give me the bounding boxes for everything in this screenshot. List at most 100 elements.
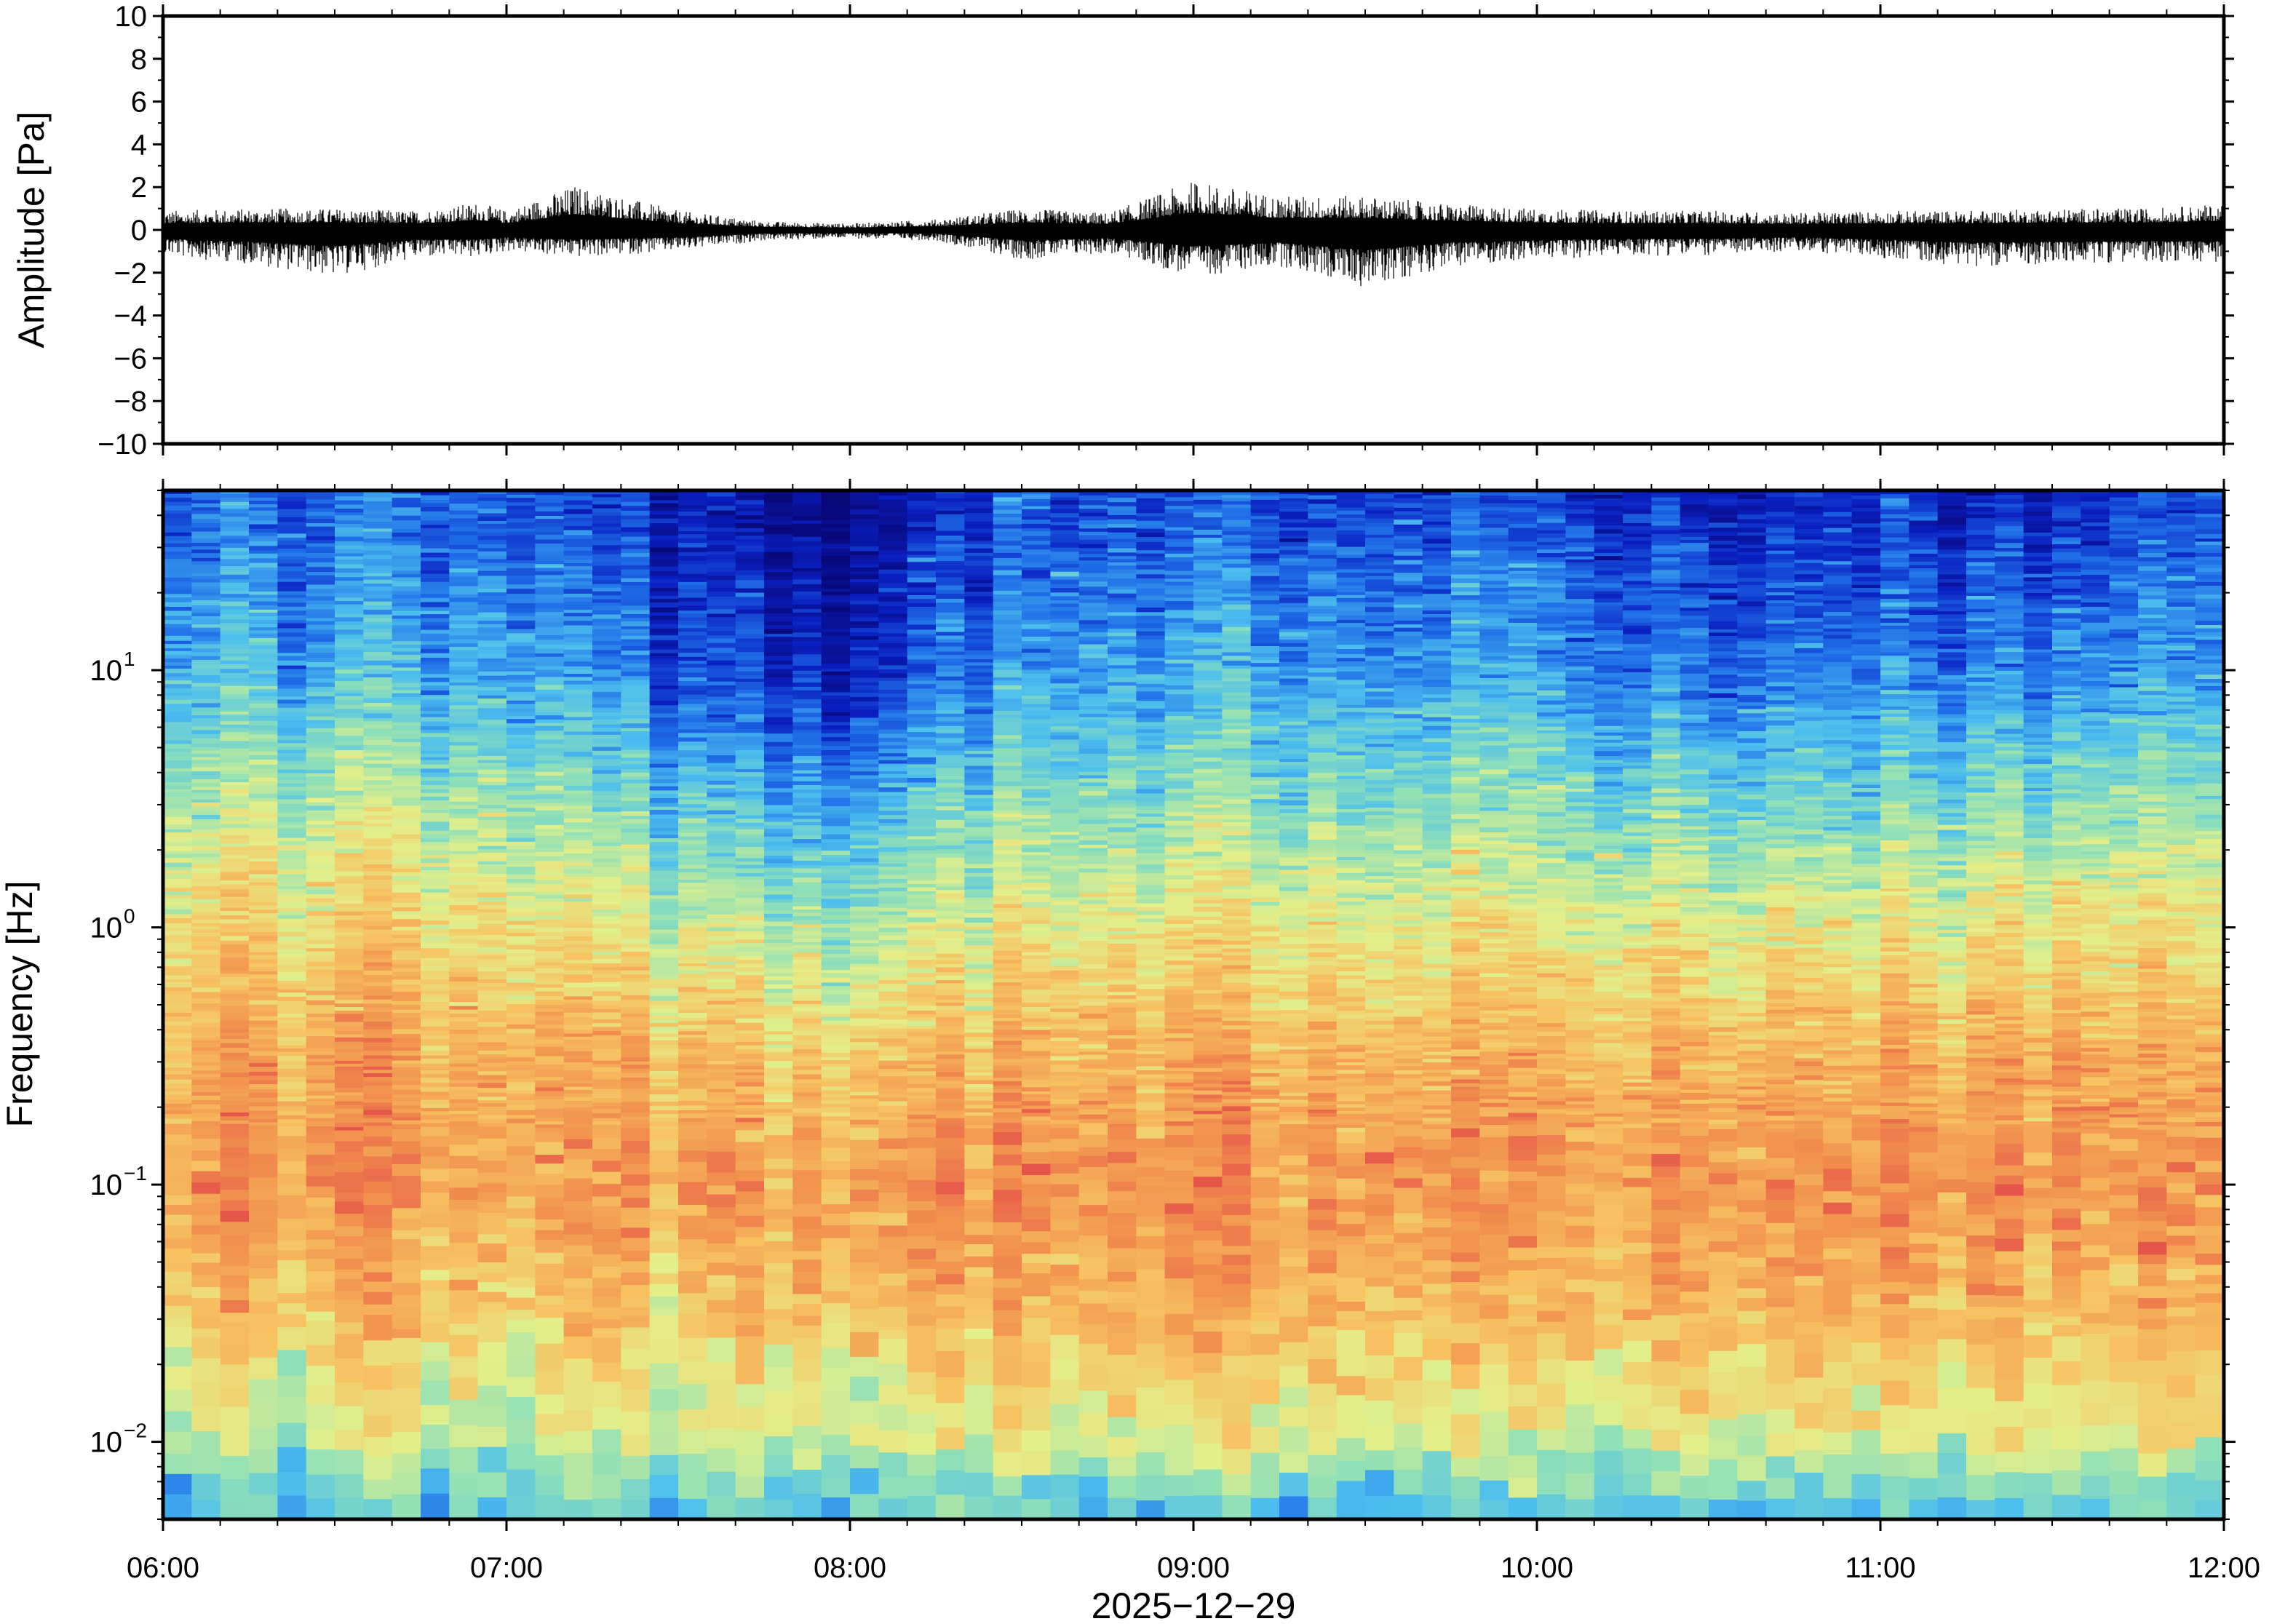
spectrogram-cell [821, 861, 851, 866]
spectrogram-cell [850, 1091, 879, 1096]
spectrogram-cell [163, 1282, 192, 1295]
spectrogram-cell [821, 846, 851, 851]
spectrogram-cell [707, 926, 736, 932]
spectrogram-cell [335, 592, 364, 598]
spectrogram-cell [306, 1126, 335, 1131]
spectrogram-cell [477, 760, 507, 763]
spectrogram-cell [163, 1024, 192, 1030]
spectrogram-cell [621, 892, 651, 897]
spectrogram-cell [163, 536, 192, 541]
spectrogram-cell [821, 668, 851, 672]
spectrogram-cell [592, 632, 621, 637]
spectrogram-cell [191, 1182, 221, 1194]
spectrogram-cell [506, 584, 536, 589]
spectrogram-cell [392, 532, 421, 537]
spectrogram-cell [421, 640, 450, 645]
spectrogram-cell [306, 747, 335, 753]
spectrogram-cell [735, 1081, 765, 1087]
spectrogram-cell [335, 770, 364, 775]
spectrogram-cell [678, 781, 707, 786]
spectrogram-cell [421, 506, 450, 512]
spectrogram-cell [621, 1016, 651, 1022]
spectrogram-cell [421, 1099, 450, 1105]
spectrogram-cell [850, 861, 879, 866]
spectrogram-cell [850, 755, 879, 760]
spectrogram-cell [421, 932, 450, 937]
spectrogram-cell [449, 888, 479, 893]
spectrogram-cell [707, 626, 736, 632]
spectrogram-cell [592, 684, 621, 689]
spectrogram-cell [621, 804, 651, 808]
spectrogram-cell [249, 712, 278, 716]
spectrogram-cell [850, 787, 879, 792]
spectrogram-cell [477, 612, 507, 618]
spectrogram-cell [163, 1326, 192, 1348]
spectrogram-cell [649, 834, 679, 839]
spectrogram-cell [191, 1286, 221, 1298]
spectrogram-cell [649, 1388, 679, 1411]
spectrogram-cell [878, 1318, 908, 1330]
spectrogram-cell [477, 752, 507, 756]
spectrogram-cell [506, 509, 536, 515]
spectrogram-cell [449, 1299, 479, 1313]
spectrogram-cell [506, 986, 536, 991]
spectrogram-cell [363, 1085, 393, 1091]
spectrogram-cell [792, 882, 822, 885]
spectrogram-cell [592, 544, 621, 550]
spectrogram-cell [592, 1216, 621, 1230]
spectrogram-cell [878, 1329, 908, 1339]
spectrogram-cell [163, 1041, 192, 1047]
spectrogram-cell [535, 981, 565, 985]
spectrogram-cell [535, 965, 565, 969]
spectrogram-cell [277, 720, 307, 723]
spectrogram-cell [335, 1041, 364, 1046]
spectrogram-cell [792, 673, 822, 678]
spectrogram-cell [850, 1283, 879, 1297]
spectrogram-cell [878, 744, 908, 749]
spectrogram-cell [477, 755, 507, 760]
spectrogram-cell [821, 1066, 851, 1070]
spectrogram-cell [878, 495, 908, 500]
spectrogram-cell [249, 840, 278, 846]
spectrogram-cell [306, 805, 335, 811]
spectrogram-cell [335, 906, 364, 912]
spectrogram-cell [678, 635, 707, 640]
spectrogram-cell [449, 624, 479, 629]
spectrogram-cell [477, 1054, 507, 1059]
spectrogram-cell [792, 584, 822, 589]
spectrogram-cell [277, 677, 307, 682]
spectrogram-cell [878, 617, 908, 623]
spectrogram-cell [163, 1046, 192, 1051]
spectrogram-cell [649, 1000, 679, 1005]
spectrogram-cell [249, 648, 278, 654]
spectrogram-cell [191, 962, 221, 968]
spectrogram-cell [764, 878, 793, 883]
spectrogram-cell [392, 627, 421, 633]
spectrogram-cell [735, 1126, 765, 1131]
spectrogram-cell [592, 909, 621, 913]
spectrogram-cell [363, 958, 393, 963]
spectrogram-cell [249, 1030, 278, 1035]
spectrogram-cell [878, 983, 908, 989]
spectrogram-cell [535, 522, 565, 527]
spectrogram-cell [191, 738, 221, 744]
spectrogram-cell [191, 706, 221, 712]
spectrogram-cell [392, 528, 421, 533]
spectrogram-cell [678, 1337, 707, 1361]
spectrogram-cell [764, 664, 793, 669]
spectrogram-cell [621, 501, 651, 506]
spectrogram-cell [363, 605, 393, 610]
spectrogram-cell [220, 966, 250, 971]
spectrogram-cell [649, 566, 679, 571]
spectrogram-cell [421, 725, 450, 731]
spectrogram-cell [163, 813, 192, 817]
spectrogram-cell [449, 510, 479, 515]
spectrogram-cell [621, 1297, 651, 1307]
spectrogram-cell [592, 1361, 621, 1382]
spectrogram-cell [163, 695, 192, 700]
spectrogram-cell [191, 1095, 221, 1101]
spectrogram-cell [220, 1221, 250, 1235]
spectrogram-cell [563, 751, 593, 757]
spectrogram-cell [535, 780, 565, 786]
spectrogram-cell [821, 883, 851, 888]
